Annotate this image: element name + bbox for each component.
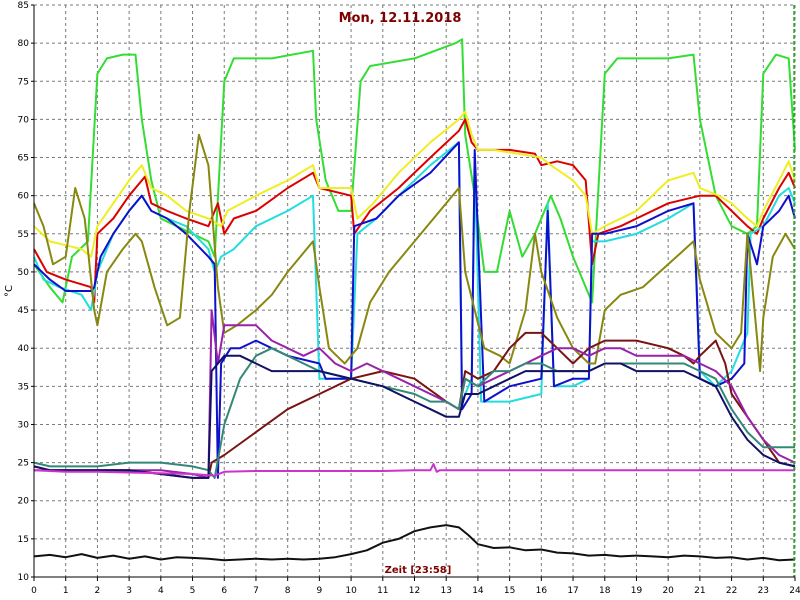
x-tick-label: 13 bbox=[440, 586, 451, 596]
x-tick-label: 6 bbox=[221, 586, 227, 596]
y-tick-label: 65 bbox=[18, 154, 29, 164]
x-tick-label: 10 bbox=[345, 586, 357, 596]
series-group bbox=[33, 38, 796, 562]
x-axis-label: Zeit [23:58] bbox=[385, 565, 452, 576]
y-tick-label: 45 bbox=[18, 306, 29, 316]
x-tick-label: 7 bbox=[253, 586, 259, 596]
y-tick-label: 30 bbox=[18, 420, 30, 430]
x-tick-label: 21 bbox=[694, 586, 705, 596]
x-tick-label: 11 bbox=[377, 586, 388, 596]
x-tick-label: 4 bbox=[158, 586, 164, 596]
y-tick-label: 25 bbox=[18, 459, 29, 469]
x-tick-label: 24 bbox=[789, 586, 800, 596]
x-tick-label: 12 bbox=[409, 586, 420, 596]
x-tick-label: 20 bbox=[662, 586, 674, 596]
x-tick-label: 0 bbox=[31, 586, 37, 596]
y-tick-label: 15 bbox=[18, 535, 29, 545]
y-tick-label: 70 bbox=[18, 115, 30, 125]
x-tick-label: 9 bbox=[317, 586, 323, 596]
series-line-6 bbox=[33, 133, 796, 373]
series-line-8 bbox=[34, 309, 796, 479]
x-tick-label: 16 bbox=[536, 586, 548, 596]
x-tick-label: 1 bbox=[63, 586, 69, 596]
x-tick-label: 19 bbox=[631, 586, 643, 596]
y-axis-label: °C bbox=[4, 285, 15, 297]
series-line-2 bbox=[33, 118, 796, 304]
y-tick-label: 85 bbox=[18, 1, 29, 11]
axes bbox=[31, 4, 796, 581]
x-tick-label: 23 bbox=[758, 586, 769, 596]
series-line-3 bbox=[33, 110, 796, 258]
x-tick-label: 18 bbox=[599, 586, 611, 596]
x-tick-label: 5 bbox=[190, 586, 196, 596]
x-tick-label: 22 bbox=[726, 586, 737, 596]
y-tick-label: 10 bbox=[18, 573, 30, 583]
y-tick-label: 20 bbox=[18, 497, 30, 507]
y-tick-label: 60 bbox=[18, 192, 30, 202]
y-tick-label: 50 bbox=[18, 268, 30, 278]
series-line-10 bbox=[33, 354, 796, 479]
y-tick-label: 35 bbox=[18, 382, 29, 392]
x-tick-label: 17 bbox=[567, 586, 578, 596]
y-tick-labels: 10 15 20 25 30 35 40 45 50 55 60 65 70 75 80 85 bbox=[18, 1, 30, 583]
series-line-12 bbox=[33, 524, 796, 562]
y-tick-label: 55 bbox=[18, 230, 29, 240]
series-line-1 bbox=[33, 38, 796, 304]
x-tick-label: 14 bbox=[472, 586, 484, 596]
series-line-11 bbox=[33, 463, 795, 477]
chart-title: Mon, 12.11.2018 bbox=[339, 11, 462, 26]
x-tick-label: 3 bbox=[126, 586, 132, 596]
y-tick-label: 75 bbox=[18, 77, 29, 87]
y-tick-label: 80 bbox=[18, 39, 30, 49]
x-tick-labels: 0 1 2 3 4 5 6 7 8 9 10 11 12 13 14 15 16 17 18 19 20 21 22 23 24 bbox=[31, 586, 800, 596]
y-tick-label: 40 bbox=[18, 344, 30, 354]
x-tick-label: 2 bbox=[95, 586, 101, 596]
x-tick-label: 8 bbox=[285, 586, 291, 596]
x-tick-label: 15 bbox=[504, 586, 515, 596]
